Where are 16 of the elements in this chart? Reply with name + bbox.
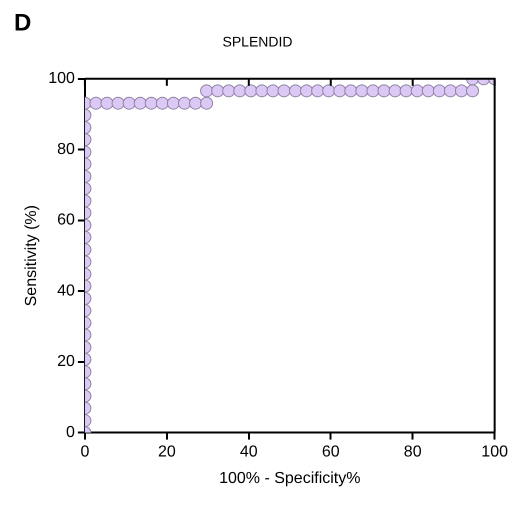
chart-title: SPLENDID (222, 33, 293, 50)
x-tick-label: 60 (322, 444, 340, 461)
y-tick-label: 0 (66, 424, 75, 442)
y-tick-label: 100 (48, 70, 75, 88)
y-axis-title: Sensitivity (%) (23, 205, 40, 306)
y-tick-label: 20 (57, 353, 75, 370)
x-tick-label: 100 (481, 444, 508, 461)
text: D (14, 10, 32, 37)
x-tick-label: 80 (404, 444, 422, 461)
y-tick-label: 60 (57, 212, 75, 229)
y-tick-label: 80 (57, 140, 75, 158)
x-tick-label: 40 (240, 444, 258, 461)
y-tick-label: 40 (57, 282, 75, 300)
x-tick-label: 0 (80, 444, 90, 461)
x-axis-title: 100% - Specificity% (219, 470, 360, 487)
x-tick-label: 20 (158, 444, 176, 461)
